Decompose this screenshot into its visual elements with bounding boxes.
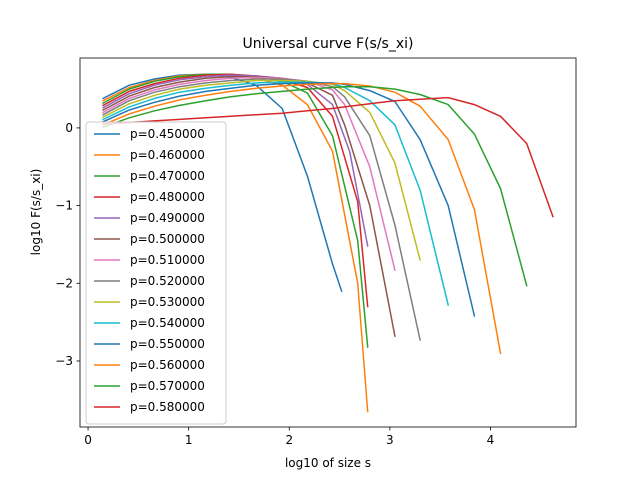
series-line-8 xyxy=(102,78,421,341)
series-line-12 xyxy=(102,82,502,355)
series-line-10 xyxy=(102,81,450,306)
legend-label: p=0.450000 xyxy=(130,127,205,141)
series-line-14 xyxy=(102,96,554,218)
series-line-11 xyxy=(102,82,476,317)
series-line-6 xyxy=(102,75,396,337)
plot-area xyxy=(79,57,577,428)
x-tick-label: 2 xyxy=(285,433,293,447)
x-axis-ticks: 0 1 2 3 4 xyxy=(84,427,494,447)
legend-box xyxy=(85,121,227,425)
series-line-7 xyxy=(102,76,396,272)
legend-label: p=0.500000 xyxy=(130,232,205,246)
legend-label: p=0.580000 xyxy=(130,400,205,414)
legend-label: p=0.510000 xyxy=(130,253,205,267)
y-tick-label: −3 xyxy=(55,354,73,368)
legend-label: p=0.520000 xyxy=(130,274,205,288)
x-tick-label: 1 xyxy=(185,433,193,447)
series-line-1 xyxy=(102,73,343,293)
x-tick-label: 0 xyxy=(84,433,92,447)
legend-label: p=0.490000 xyxy=(130,211,205,225)
legend-label: p=0.530000 xyxy=(130,295,205,309)
y-axis-ticks: −3 −2 −1 0 xyxy=(55,121,80,368)
y-tick-label: −2 xyxy=(55,276,73,290)
legend-label: p=0.540000 xyxy=(130,316,205,330)
legend-label: p=0.550000 xyxy=(130,337,205,351)
x-axis-label: log10 of size s xyxy=(285,456,371,470)
x-tick-label: 4 xyxy=(487,433,495,447)
legend-label: p=0.470000 xyxy=(130,169,205,183)
legend-label: p=0.480000 xyxy=(130,190,205,204)
legend-label: p=0.460000 xyxy=(130,148,205,162)
series-line-9 xyxy=(102,79,422,261)
series-group xyxy=(102,73,554,413)
y-tick-label: 0 xyxy=(65,121,73,135)
y-tick-label: −1 xyxy=(55,199,73,213)
legend: p=0.450000 p=0.460000 p=0.470000 p=0.480000… xyxy=(85,121,227,425)
series-line-5 xyxy=(102,74,369,247)
axes-frame xyxy=(79,57,577,428)
legend-label: p=0.570000 xyxy=(130,379,205,393)
chart-title: Universal curve F(s/s_xi) xyxy=(242,36,413,52)
legend-label: p=0.560000 xyxy=(130,358,205,372)
x-tick-label: 3 xyxy=(386,433,394,447)
series-line-13 xyxy=(102,85,528,287)
y-axis-label: log10 F(s/s_xi) xyxy=(29,169,43,256)
